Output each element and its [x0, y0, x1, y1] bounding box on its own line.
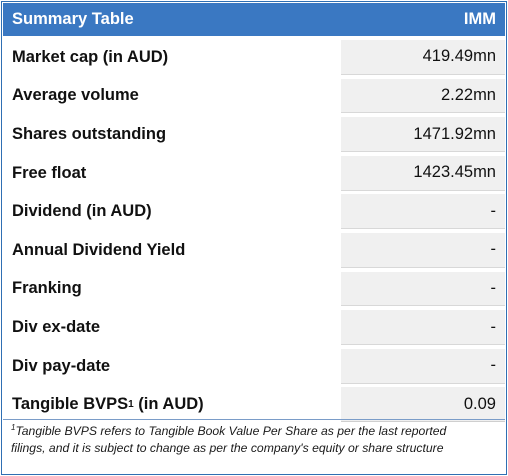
table-title: Summary Table — [12, 10, 134, 28]
row-value-free-float: 1423.45mn — [341, 155, 505, 191]
row-label-div-pay-date: Div pay-date — [3, 348, 341, 384]
table-header: Summary Table IMM — [3, 3, 505, 36]
row-label-free-float: Free float — [3, 155, 341, 191]
table-row: Market cap (in AUD) 419.49mn — [3, 40, 505, 75]
footnote: 1Tangible BVPS refers to Tangible Book V… — [11, 423, 500, 457]
table-body: Market cap (in AUD) 419.49mn Average vol… — [3, 40, 505, 426]
ticker-label: IMM — [463, 10, 496, 28]
tangible-bvps-unit: (in AUD) — [133, 395, 204, 414]
row-value-average-volume: 2.22mn — [341, 78, 505, 114]
table-row: Average volume 2.22mn — [3, 78, 505, 114]
footnote-line-1: Tangible BVPS refers to Tangible Book Va… — [15, 424, 447, 438]
table-row: Annual Dividend Yield - — [3, 232, 505, 268]
row-label-dividend: Dividend (in AUD) — [3, 194, 341, 230]
row-value-shares-outstanding: 1471.92mn — [341, 117, 505, 152]
row-label-average-volume: Average volume — [3, 78, 341, 114]
table-row: Div pay-date - — [3, 348, 505, 384]
footnote-marker: 1 — [11, 422, 16, 432]
tangible-bvps-label: Tangible BVPS — [12, 395, 129, 414]
row-value-market-cap: 419.49mn — [341, 40, 505, 75]
row-label-div-ex-date: Div ex-date — [3, 310, 341, 345]
footnote-divider — [3, 419, 505, 420]
row-label-tangible-bvps: Tangible BVPS 1 (in AUD) — [3, 387, 341, 423]
row-value-div-pay-date: - — [341, 348, 505, 384]
row-value-annual-dividend-yield: - — [341, 232, 505, 268]
table-row: Shares outstanding 1471.92mn — [3, 117, 505, 152]
row-label-market-cap: Market cap (in AUD) — [3, 40, 341, 75]
row-value-franking: - — [341, 271, 505, 307]
table-row: Franking - — [3, 271, 505, 307]
row-value-div-ex-date: - — [341, 310, 505, 345]
row-label-annual-dividend-yield: Annual Dividend Yield — [3, 232, 341, 268]
table-row: Tangible BVPS 1 (in AUD) 0.09 — [3, 387, 505, 423]
table-row: Dividend (in AUD) - — [3, 194, 505, 230]
table-row: Div ex-date - — [3, 310, 505, 345]
footnote-line-2: filings, and it is subject to change as … — [11, 441, 444, 455]
row-value-tangible-bvps: 0.09 — [341, 387, 505, 423]
row-label-shares-outstanding: Shares outstanding — [3, 117, 341, 152]
row-value-dividend: - — [341, 194, 505, 230]
row-label-franking: Franking — [3, 271, 341, 307]
table-row: Free float 1423.45mn — [3, 155, 505, 191]
